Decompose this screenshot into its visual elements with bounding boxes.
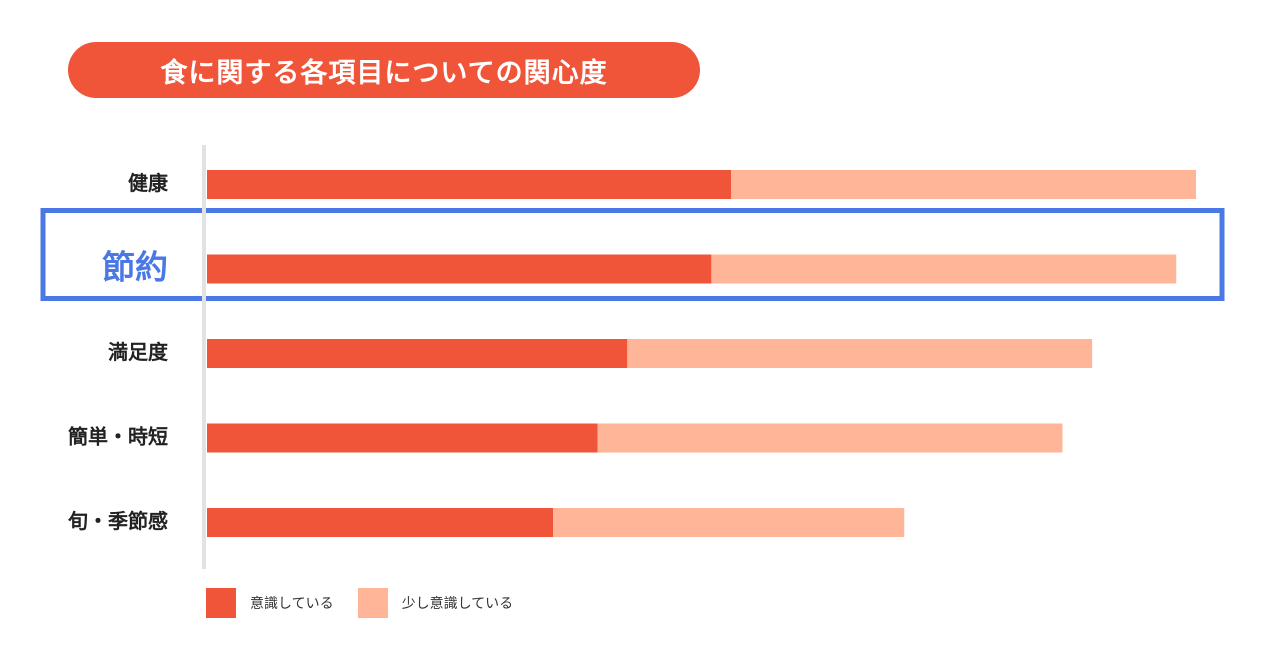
category-label-2: 満足度	[108, 340, 169, 364]
category-label-4: 旬・季節感	[67, 509, 168, 533]
highlight-box	[40, 208, 1225, 301]
bars-layer	[207, 170, 1196, 537]
bar-somewhat-aware-1	[711, 254, 1177, 284]
bar-somewhat-aware-2	[627, 339, 1093, 368]
bar-aware-0	[207, 170, 732, 199]
bar-somewhat-aware-0	[731, 170, 1196, 199]
legend-label-aware: 意識している	[250, 596, 334, 612]
legend-item-somewhat-aware: 少し意識している	[357, 588, 514, 618]
legend-swatch-somewhat-aware	[357, 588, 388, 618]
bar-aware-3	[207, 423, 598, 453]
legend-item-aware: 意識している	[206, 588, 334, 618]
legend-label-somewhat-aware: 少し意識している	[401, 596, 514, 612]
bar-somewhat-aware-4	[553, 508, 905, 537]
category-label-1: 節約	[102, 248, 168, 287]
bar-aware-1	[207, 254, 712, 284]
chart-title: 食に関する各項目についての関心度	[68, 42, 700, 98]
category-label-0: 健康	[128, 171, 169, 195]
legend: 意識している 少し意識している	[206, 588, 537, 618]
bar-aware-2	[207, 339, 628, 368]
bar-somewhat-aware-3	[597, 423, 1063, 453]
category-label-3: 簡単・時短	[68, 425, 168, 449]
legend-swatch-aware	[206, 588, 236, 618]
bar-aware-4	[207, 508, 554, 537]
